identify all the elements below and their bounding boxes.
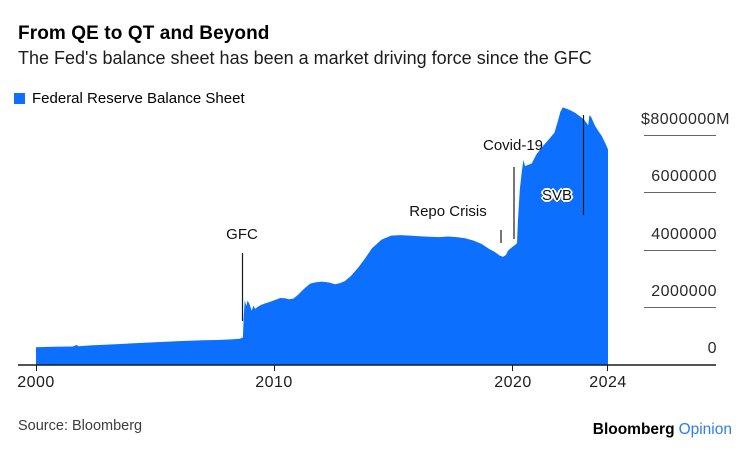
x-axis-ticks [36, 365, 608, 371]
bloomberg-opinion-logo: Bloomberg Opinion [593, 421, 732, 439]
y-axis-label-4000000: 4000000 [651, 226, 717, 243]
y-axis-label-2000000: 2000000 [651, 283, 717, 300]
y-axis-ticks [644, 135, 716, 308]
legend-swatch-icon [14, 93, 25, 104]
covid-annotation-label: Covid-19 [482, 137, 544, 154]
y-axis-label-0: 0 [707, 340, 717, 357]
balance-sheet-area-series [36, 107, 608, 366]
y-axis-label-8000000: $8000000M [640, 111, 730, 128]
opinion-wordmark: Opinion [678, 421, 732, 438]
x-axis-label-2024: 2024 [589, 374, 627, 391]
x-axis-label-2010: 2010 [255, 374, 293, 391]
svb-annotation-label: SVB [541, 187, 573, 204]
legend-label: Federal Reserve Balance Sheet [32, 90, 245, 107]
legend: Federal Reserve Balance Sheet [14, 90, 245, 107]
x-axis-label-2000: 2000 [17, 374, 55, 391]
chart-subtitle: The Fed's balance sheet has been a marke… [18, 48, 592, 68]
source-attribution: Source: Bloomberg [18, 418, 143, 434]
x-axis-label-2020: 2020 [494, 374, 532, 391]
bloomberg-wordmark: Bloomberg [592, 421, 675, 438]
repo-crisis-annotation-label: Repo Crisis [409, 203, 487, 220]
y-axis-label-6000000: 6000000 [651, 168, 717, 185]
gfc-annotation-label: GFC [226, 226, 258, 243]
chart-title: From QE to QT and Beyond [18, 23, 270, 44]
